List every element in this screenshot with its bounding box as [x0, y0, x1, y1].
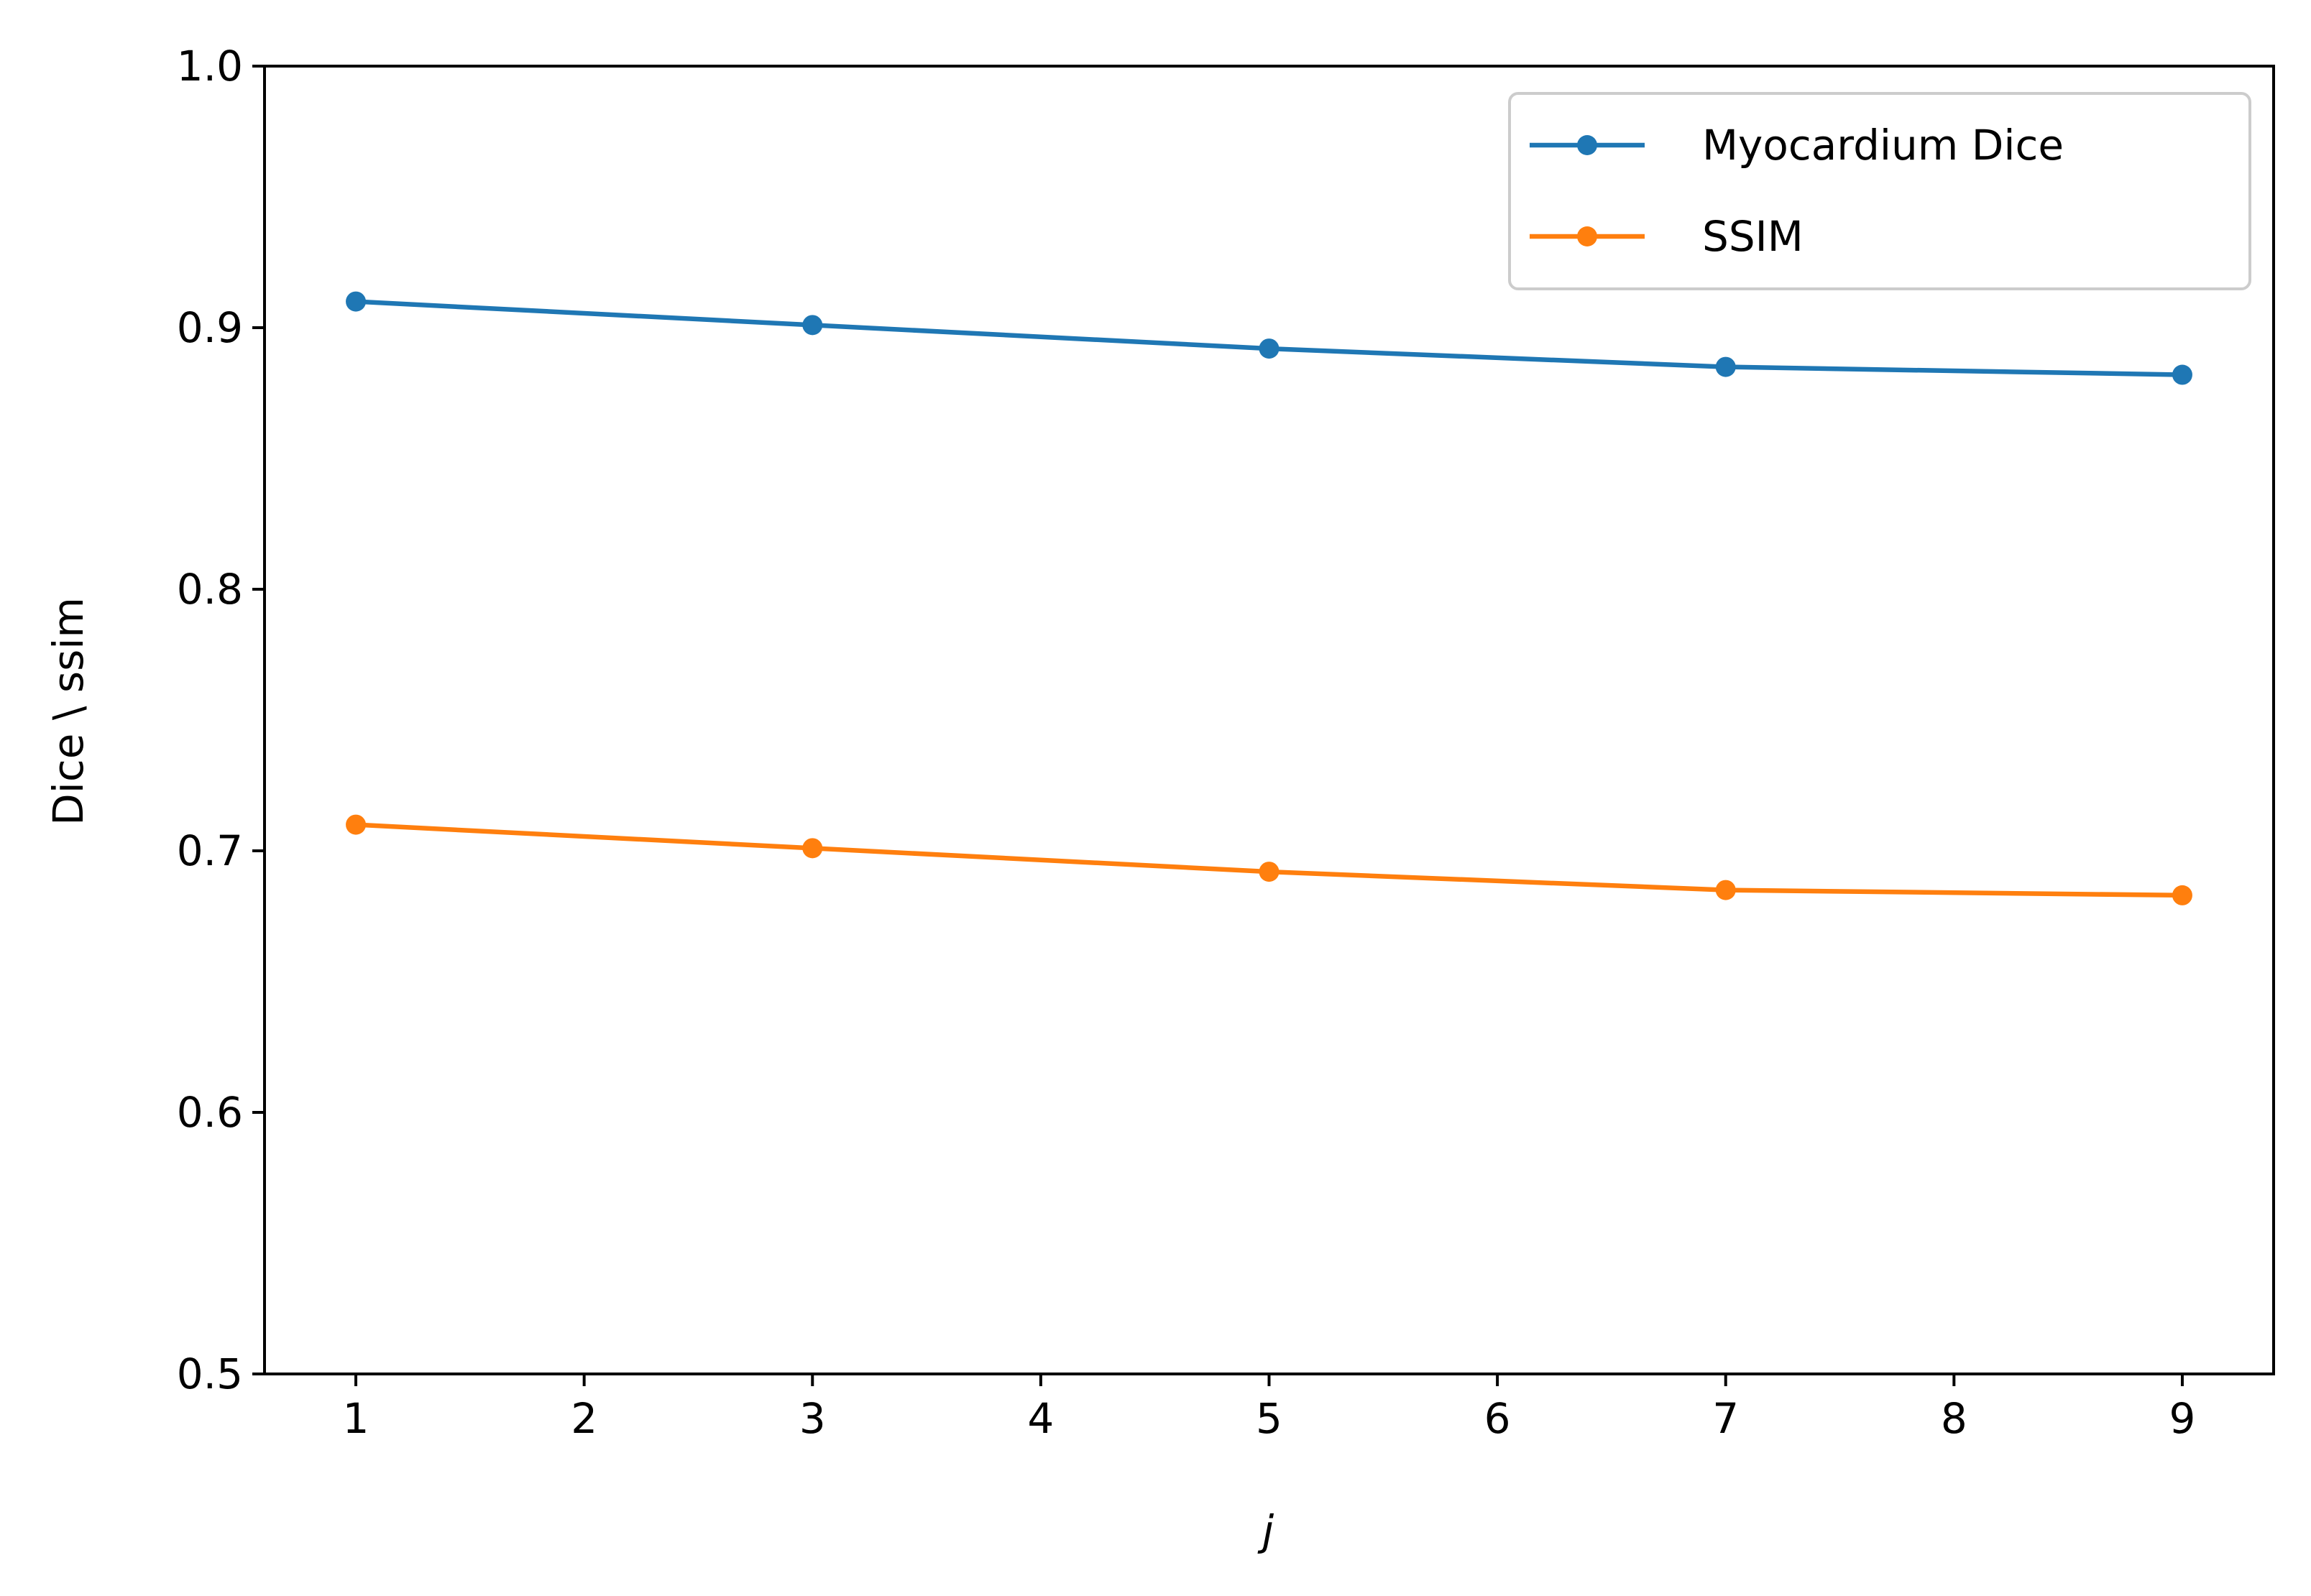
- y-tick-label: 0.5: [177, 1350, 243, 1398]
- data-point-ssim: [802, 838, 823, 859]
- x-tick-label: 5: [1256, 1394, 1282, 1443]
- x-tick-label: 4: [1027, 1394, 1054, 1443]
- y-tick-label: 0.7: [177, 826, 243, 875]
- x-tick-label: 8: [1941, 1394, 1967, 1443]
- legend: Myocardium Dice SSIM: [1508, 92, 2251, 290]
- x-tick-label: 6: [1484, 1394, 1511, 1443]
- legend-box: [1508, 92, 2251, 290]
- x-tick-label: 3: [799, 1394, 826, 1443]
- data-point-ssim: [1259, 862, 1279, 882]
- x-axis-ticks: 1 2 3 4 5 6 7 8 9: [343, 1374, 2196, 1443]
- legend-entry: Myocardium Dice: [1702, 121, 2064, 170]
- series-layer: [346, 291, 2192, 905]
- legend-marker: [1577, 226, 1597, 246]
- y-tick-label: 0.6: [177, 1088, 243, 1137]
- data-point-ssim: [2172, 885, 2192, 905]
- x-tick-label: 9: [2169, 1394, 2196, 1443]
- y-axis-label: Dice \ ssim: [44, 597, 93, 826]
- legend-entry: SSIM: [1702, 212, 1804, 261]
- x-tick-label: 7: [1712, 1394, 1739, 1443]
- data-point-ssim: [346, 814, 367, 835]
- y-tick-label: 0.8: [177, 565, 243, 614]
- legend-marker: [1577, 135, 1597, 155]
- data-point-myocardium-dice: [2172, 364, 2192, 385]
- data-point-ssim: [1715, 880, 1736, 900]
- x-tick-label: 1: [343, 1394, 369, 1443]
- x-axis-label: j: [1257, 1506, 1274, 1555]
- data-point-myocardium-dice: [1715, 356, 1736, 377]
- y-tick-label: 1.0: [177, 42, 243, 91]
- data-point-myocardium-dice: [1259, 338, 1279, 359]
- series-line-ssim: [353, 822, 2185, 898]
- y-axis-ticks: 0.5 0.6 0.7 0.8 0.9 1.0: [177, 42, 265, 1398]
- data-point-myocardium-dice: [346, 291, 367, 312]
- data-point-myocardium-dice: [802, 315, 823, 336]
- y-tick-label: 0.9: [177, 303, 243, 352]
- series-line-myocardium-dice: [353, 299, 2185, 377]
- x-tick-label: 2: [571, 1394, 597, 1443]
